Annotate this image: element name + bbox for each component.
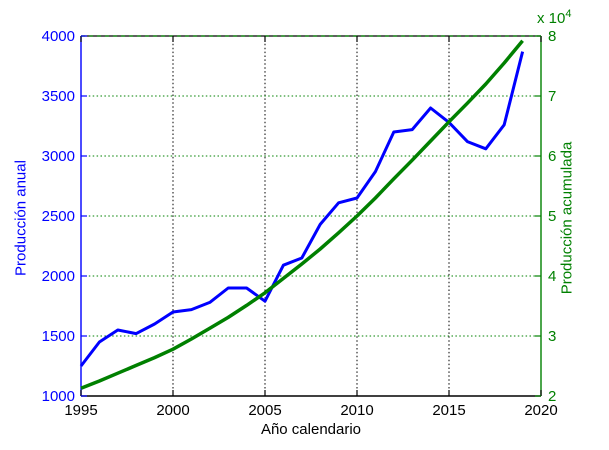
- x-tick-label: 2010: [340, 402, 373, 419]
- x-tick-label: 2020: [524, 402, 557, 419]
- x-axis-title: Año calendario: [260, 421, 362, 438]
- x-tick-label: 2005: [248, 402, 281, 419]
- x-tick-label: 2015: [432, 402, 465, 419]
- left-tick-label: 4000: [42, 28, 75, 45]
- left-tick-label: 1000: [42, 388, 75, 405]
- x-tick-label: 1995: [64, 402, 97, 419]
- left-axis-title: Producción anual: [12, 160, 30, 276]
- left-tick-label: 3000: [42, 148, 75, 165]
- right-tick-label: 8: [548, 28, 556, 45]
- right-axis-exponent: x 104: [537, 8, 571, 27]
- annual-production-line: [79, 51, 525, 367]
- left-tick-label: 3500: [42, 88, 75, 105]
- right-axis-title: Producción acumulada: [558, 141, 576, 295]
- right-tick-label: 2: [548, 388, 556, 405]
- right-tick-label: 4: [548, 268, 556, 285]
- exponent-prefix: x 10: [537, 10, 566, 27]
- tick-labels: 1995 2000 2005 2010 2015 2020 1000 1500 2000 2500…: [42, 28, 558, 419]
- gridlines: [81, 36, 541, 396]
- cumulative-production-line: [80, 39, 524, 390]
- series: [79, 39, 525, 390]
- exponent-value: 4: [565, 8, 572, 20]
- right-tick-label: 7: [548, 88, 556, 105]
- left-tick-label: 2000: [42, 268, 75, 285]
- left-tick-label: 2500: [42, 208, 75, 225]
- right-tick-label: 6: [548, 148, 556, 165]
- right-tick-label: 3: [548, 328, 556, 345]
- x-tick-label: 2000: [156, 402, 189, 419]
- right-tick-label: 5: [548, 208, 556, 225]
- tick-marks: [80, 35, 542, 397]
- left-tick-label: 1500: [42, 328, 75, 345]
